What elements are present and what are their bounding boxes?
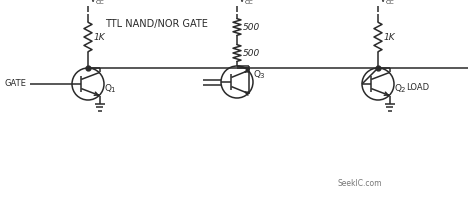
Text: Q: Q <box>105 83 112 93</box>
Text: 1: 1 <box>110 87 115 93</box>
Text: V: V <box>90 0 96 4</box>
Text: 2: 2 <box>401 87 405 93</box>
Text: CC: CC <box>95 0 104 5</box>
Text: TTL NAND/NOR GATE: TTL NAND/NOR GATE <box>105 19 208 29</box>
Text: 1K: 1K <box>384 33 396 41</box>
Text: 3: 3 <box>259 73 264 79</box>
Text: CC: CC <box>245 0 253 5</box>
Text: 500: 500 <box>243 48 260 58</box>
Text: Q: Q <box>395 83 402 93</box>
Text: CC: CC <box>385 0 394 5</box>
Text: 500: 500 <box>243 22 260 32</box>
Text: Q: Q <box>254 69 261 79</box>
Text: SeekIC.com: SeekIC.com <box>338 179 383 188</box>
Text: V: V <box>380 0 386 4</box>
Text: LOAD: LOAD <box>406 83 429 93</box>
Text: V: V <box>239 0 245 4</box>
Text: 1K: 1K <box>94 33 106 41</box>
Text: GATE: GATE <box>5 80 27 88</box>
